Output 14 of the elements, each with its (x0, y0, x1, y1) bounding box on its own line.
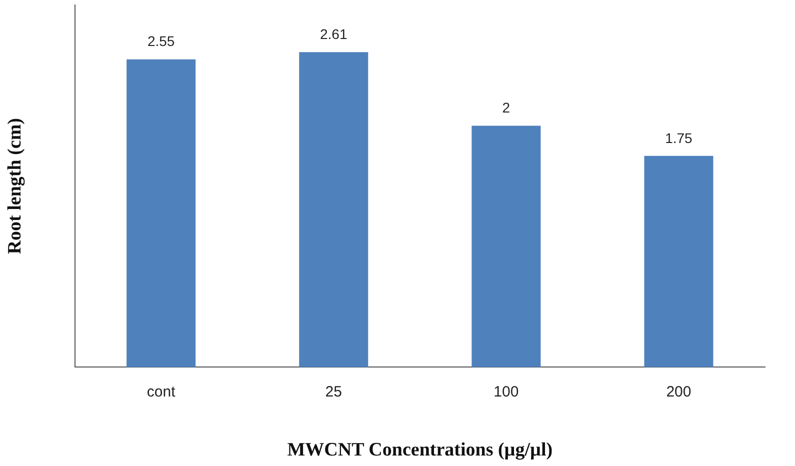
x-tick-label: 200 (666, 383, 692, 400)
bar (472, 126, 541, 368)
data-label: 1.75 (665, 130, 693, 146)
bar (126, 59, 196, 368)
data-label: 2.61 (320, 26, 348, 42)
x-tick-label: 25 (325, 383, 342, 400)
data-label: 2 (502, 100, 510, 116)
bar (299, 52, 368, 368)
x-tick-label: cont (146, 383, 176, 400)
x-axis-title: MWCNT Concentrations (µg/µl) (287, 440, 553, 461)
bar (644, 156, 714, 368)
y-axis-title: Root length (cm) (4, 118, 26, 254)
x-tick-label: 100 (494, 383, 519, 400)
data-label: 2.55 (147, 33, 175, 50)
